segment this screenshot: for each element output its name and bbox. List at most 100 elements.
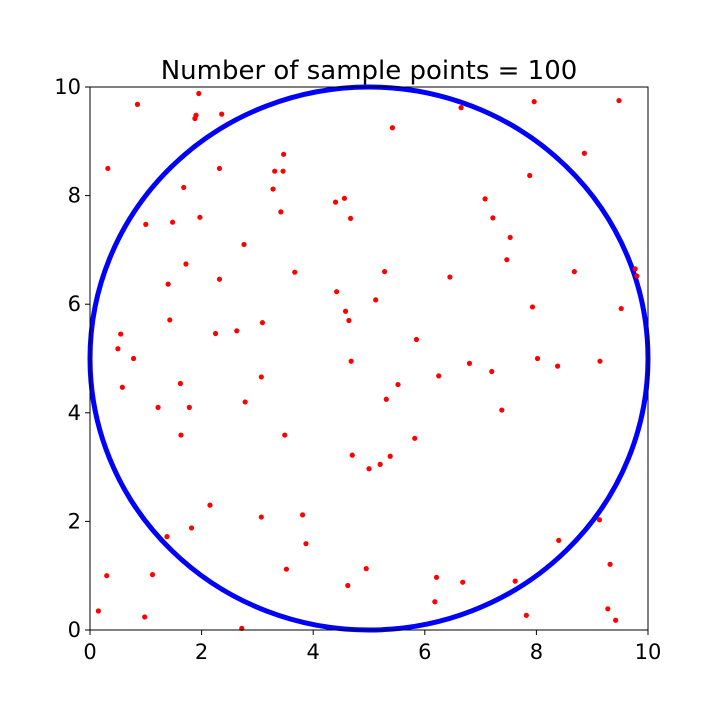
sample-point-26 bbox=[207, 502, 213, 508]
sample-point-12 bbox=[164, 534, 170, 540]
sample-point-65 bbox=[395, 381, 401, 388]
sample-point-44 bbox=[283, 566, 290, 572]
sample-point-88 bbox=[556, 537, 562, 544]
sample-point-30 bbox=[219, 111, 225, 117]
sample-point-59 bbox=[373, 297, 379, 303]
sample-point-33 bbox=[241, 241, 247, 248]
sample-point-27 bbox=[212, 330, 219, 337]
sample-point-9 bbox=[143, 221, 149, 227]
sample-point-67 bbox=[413, 336, 420, 343]
sample-point-56 bbox=[349, 452, 355, 458]
sample-point-24 bbox=[196, 90, 202, 97]
sample-point-73 bbox=[460, 579, 466, 585]
sample-point-69 bbox=[433, 574, 440, 580]
sample-point-85 bbox=[531, 99, 537, 105]
sample-point-51 bbox=[342, 308, 349, 314]
sample-point-49 bbox=[334, 289, 340, 295]
sample-point-5 bbox=[119, 384, 125, 390]
sample-point-7 bbox=[134, 101, 141, 107]
sample-point-71 bbox=[447, 274, 453, 280]
sample-point-36 bbox=[258, 514, 264, 520]
sample-point-96 bbox=[616, 97, 622, 104]
sample-point-29 bbox=[216, 165, 223, 172]
y-tick-label-8: 8 bbox=[68, 184, 81, 208]
sample-point-38 bbox=[270, 186, 276, 192]
sample-point-35 bbox=[258, 374, 264, 380]
sample-point-28 bbox=[216, 276, 223, 282]
axes-frame bbox=[89, 86, 649, 631]
sample-point-68 bbox=[432, 599, 438, 605]
sample-point-3 bbox=[115, 346, 121, 352]
sample-point-42 bbox=[281, 151, 287, 157]
sample-point-55 bbox=[348, 358, 354, 364]
sample-point-20 bbox=[186, 404, 192, 410]
sample-point-91 bbox=[596, 517, 603, 523]
plot-area: 0 2 4 6 8 10 0 2 4 6 8 10 bbox=[54, 75, 661, 664]
sample-point-52 bbox=[345, 582, 351, 589]
sample-point-78 bbox=[499, 407, 505, 413]
sample-point-63 bbox=[387, 453, 393, 459]
sample-point-23 bbox=[193, 112, 199, 118]
x-tick-label-10: 10 bbox=[635, 640, 662, 664]
sample-point-25 bbox=[197, 214, 203, 220]
sample-point-66 bbox=[412, 435, 418, 441]
y-tick-label-4: 4 bbox=[68, 401, 81, 425]
y-tick-label-6: 6 bbox=[68, 292, 81, 316]
sample-point-0 bbox=[95, 608, 101, 614]
sample-point-10 bbox=[149, 572, 156, 578]
sample-point-84 bbox=[529, 304, 536, 310]
x-tick-label-2: 2 bbox=[195, 640, 208, 664]
sample-point-89 bbox=[571, 269, 577, 275]
sample-point-60 bbox=[377, 461, 383, 467]
sample-point-62 bbox=[383, 396, 389, 402]
sample-point-16 bbox=[177, 380, 183, 387]
x-tick-label-6: 6 bbox=[418, 640, 431, 664]
sample-point-13 bbox=[165, 281, 171, 287]
sample-point-54 bbox=[347, 215, 354, 222]
sample-point-11 bbox=[155, 404, 161, 410]
sample-point-70 bbox=[436, 373, 442, 379]
sample-point-15 bbox=[169, 219, 176, 225]
sample-point-92 bbox=[597, 358, 603, 364]
x-tick-label-0: 0 bbox=[83, 640, 96, 664]
sample-point-50 bbox=[341, 195, 348, 201]
sample-point-18 bbox=[181, 184, 187, 191]
sample-point-72 bbox=[458, 105, 464, 111]
sample-point-81 bbox=[512, 578, 518, 584]
sample-point-47 bbox=[303, 541, 309, 547]
sample-point-57 bbox=[363, 566, 369, 572]
sample-point-41 bbox=[280, 168, 286, 174]
sample-point-31 bbox=[234, 328, 240, 334]
sample-point-97 bbox=[618, 305, 624, 312]
sample-point-80 bbox=[507, 234, 513, 241]
x-tick-label-8: 8 bbox=[530, 640, 543, 664]
sample-point-74 bbox=[466, 360, 473, 366]
sample-point-64 bbox=[389, 125, 396, 131]
sample-point-1 bbox=[104, 573, 110, 579]
sample-point-75 bbox=[482, 196, 488, 202]
sample-point-83 bbox=[527, 172, 533, 179]
sample-point-82 bbox=[523, 612, 529, 618]
sample-point-17 bbox=[178, 432, 184, 438]
y-tick-label-2: 2 bbox=[68, 509, 81, 533]
sample-point-95 bbox=[613, 617, 619, 623]
sample-point-46 bbox=[299, 512, 306, 518]
sample-point-93 bbox=[605, 606, 611, 612]
sample-point-90 bbox=[581, 150, 587, 156]
sample-point-39 bbox=[272, 168, 278, 174]
sample-point-8 bbox=[142, 614, 148, 620]
sample-point-4 bbox=[118, 331, 124, 337]
sample-point-86 bbox=[534, 355, 541, 362]
sample-point-77 bbox=[490, 215, 496, 221]
sample-point-2 bbox=[105, 165, 111, 172]
sample-point-19 bbox=[183, 261, 189, 267]
sample-point-87 bbox=[555, 363, 561, 369]
sample-point-61 bbox=[382, 269, 388, 275]
sample-point-14 bbox=[167, 317, 173, 323]
sample-point-94 bbox=[607, 561, 613, 567]
y-tick-label-0: 0 bbox=[68, 618, 81, 642]
sample-point-21 bbox=[188, 525, 195, 531]
sample-point-40 bbox=[278, 209, 284, 215]
sample-point-58 bbox=[366, 466, 372, 472]
